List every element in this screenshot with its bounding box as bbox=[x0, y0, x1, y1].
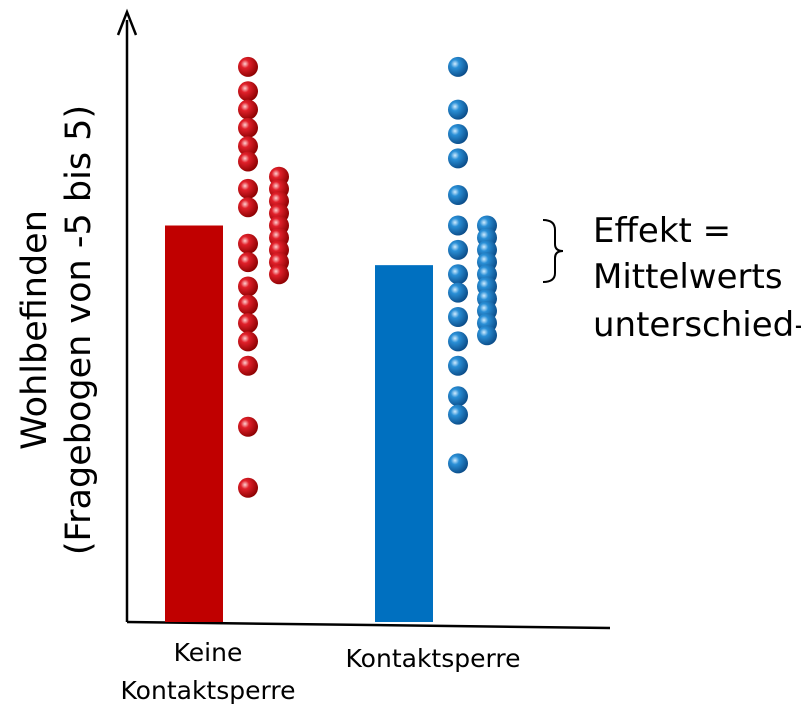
y-axis-label-line2: (Fragebogen von -5 bis 5) bbox=[59, 105, 99, 555]
data-point-0-4 bbox=[238, 136, 258, 157]
data-point-1-10 bbox=[448, 331, 468, 352]
data-point-0-3 bbox=[238, 117, 258, 138]
data-point-0-7 bbox=[238, 197, 258, 218]
data-points bbox=[238, 56, 497, 498]
y-axis-label: Wohlbefinden (Fragebogen von -5 bis 5) bbox=[15, 105, 99, 555]
data-point-0-0 bbox=[238, 56, 258, 77]
data-point-0-15 bbox=[238, 416, 258, 437]
data-point-0-1 bbox=[238, 81, 258, 102]
x-tick-label-0-line2: Kontaktsperre bbox=[121, 676, 296, 705]
x-tick-label-1: Kontaktsperre bbox=[346, 644, 521, 673]
data-point-0-5 bbox=[238, 151, 258, 172]
data-point-1-24 bbox=[477, 325, 497, 346]
x-axis bbox=[126, 620, 611, 630]
y-axis-arrow bbox=[116, 8, 138, 36]
data-point-0-9 bbox=[238, 252, 258, 273]
effect-annotation-line1: Effekt = bbox=[593, 211, 731, 251]
effect-brace bbox=[542, 219, 564, 283]
data-point-0-11 bbox=[238, 294, 258, 315]
data-point-0-14 bbox=[238, 355, 258, 376]
data-point-1-5 bbox=[448, 215, 468, 236]
data-point-1-12 bbox=[448, 386, 468, 407]
effect-annotation-line3: unterschied– bbox=[593, 305, 801, 345]
data-point-0-25 bbox=[269, 264, 289, 285]
data-point-0-10 bbox=[238, 276, 258, 297]
data-point-1-4 bbox=[448, 185, 468, 205]
data-point-0-13 bbox=[238, 331, 258, 352]
data-point-1-9 bbox=[448, 307, 468, 327]
data-point-1-11 bbox=[448, 355, 468, 376]
data-point-0-8 bbox=[238, 233, 258, 254]
x-tick-label-0-line1: Keine bbox=[174, 638, 243, 667]
data-point-0-16 bbox=[238, 477, 258, 498]
data-point-1-7 bbox=[448, 264, 468, 285]
y-axis-label-line1: Wohlbefinden bbox=[15, 210, 55, 450]
data-point-0-6 bbox=[238, 178, 258, 199]
data-point-1-14 bbox=[448, 453, 468, 474]
data-point-0-12 bbox=[238, 313, 258, 334]
data-point-1-6 bbox=[448, 239, 468, 260]
data-point-1-8 bbox=[448, 282, 468, 303]
data-point-1-2 bbox=[448, 124, 468, 144]
data-point-1-0 bbox=[448, 56, 468, 77]
data-point-1-13 bbox=[448, 404, 468, 425]
bar-1 bbox=[375, 265, 433, 622]
data-point-1-3 bbox=[448, 148, 468, 169]
bar-0 bbox=[165, 225, 223, 622]
bars bbox=[165, 225, 433, 622]
data-point-0-2 bbox=[238, 99, 258, 120]
effect-annotation-line2: Mittelwerts bbox=[593, 257, 783, 297]
data-point-1-1 bbox=[448, 99, 468, 120]
